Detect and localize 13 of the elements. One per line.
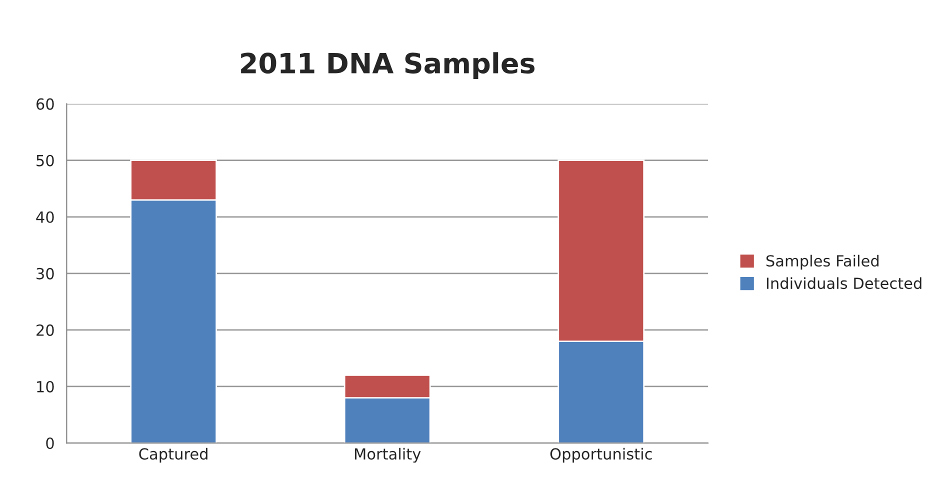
- x-tick-label: Mortality: [354, 448, 421, 463]
- y-tick-label: 20: [36, 324, 54, 336]
- x-tick-label: Opportunistic: [550, 448, 652, 463]
- x-tick-label: Captured: [139, 448, 208, 463]
- y-tick-label: 40: [36, 211, 54, 223]
- y-tick-label: 30: [36, 268, 54, 280]
- chart-title: 2011 DNA Samples: [241, 52, 534, 80]
- y-tick-label: 10: [37, 380, 54, 393]
- y-tick-label: 60: [36, 98, 54, 110]
- legend-label: Samples Failed: [766, 254, 878, 270]
- y-tick-label: 0: [46, 437, 54, 450]
- legend-label: Individuals Detected: [766, 277, 922, 290]
- y-tick-label: 50: [36, 154, 54, 166]
